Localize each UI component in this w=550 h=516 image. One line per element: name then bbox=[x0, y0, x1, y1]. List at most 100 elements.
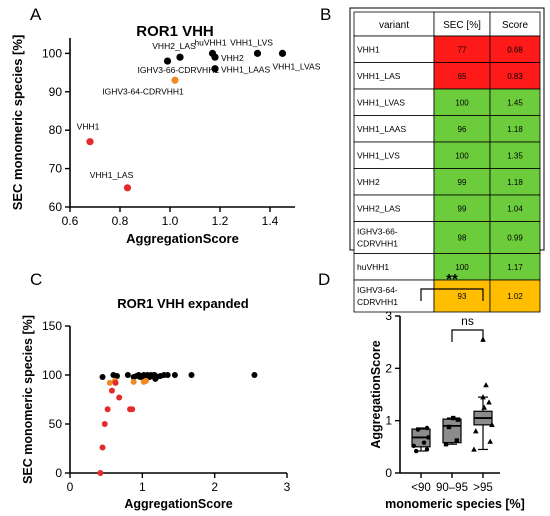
table-cell-variant bbox=[353, 62, 435, 90]
chart-a-y-axis-label: SEC monomeric species [%] bbox=[10, 35, 25, 211]
chart-a-y-tick-label: 70 bbox=[49, 162, 63, 176]
chart-a-point-label: VHH1_LAAS bbox=[221, 65, 270, 75]
chart-c-x-tick-label: 1 bbox=[139, 480, 146, 494]
table-variant-label: VHH1_LVS bbox=[357, 150, 400, 160]
panel-b-table: variant SEC [%] Score VHH1 77 0.68 VHH1_LAS 65 0… bbox=[349, 7, 545, 313]
table-score-value: 0.99 bbox=[507, 234, 523, 243]
chart-c-point-black bbox=[251, 372, 258, 378]
chart-d-y-axis-label: AggregationScore bbox=[369, 340, 383, 448]
table-variant-label: CDRVHH1 bbox=[357, 297, 398, 307]
chart-c-y-tick-label: 150 bbox=[42, 319, 62, 333]
chart-a-point-label: VHH2_LAS bbox=[152, 41, 196, 51]
chart-d-point bbox=[426, 435, 431, 440]
chart-c-point-black bbox=[164, 372, 171, 378]
table-variant-label: huVHH1 bbox=[357, 262, 389, 272]
chart-a-y-tick-label: 90 bbox=[49, 85, 63, 99]
chart-d-x-axis-label: monomeric species [%] bbox=[385, 497, 525, 511]
table-cell-score bbox=[489, 115, 541, 143]
chart-a-point-label: VHH1_LVS bbox=[230, 37, 273, 47]
chart-c-x-tick-label: 2 bbox=[211, 480, 218, 494]
chart-a-point-label: IGHV3-64-CDRVHH1 bbox=[102, 86, 184, 96]
panel-letter-b: B bbox=[320, 5, 331, 24]
chart-a-point bbox=[86, 138, 94, 146]
chart-c-y-axis-label: SEC monomeric species [%] bbox=[21, 315, 35, 484]
table-score-value: 1.45 bbox=[507, 98, 523, 107]
table-score-value: 1.18 bbox=[507, 178, 523, 187]
chart-d-y-tick-label: 2 bbox=[385, 361, 392, 375]
chart-a-x-tick-label: 1.2 bbox=[212, 214, 229, 228]
table-cell-sec bbox=[433, 194, 491, 222]
table-cell-score bbox=[489, 253, 541, 281]
table-cell-variant bbox=[353, 88, 435, 116]
panel-a-scatter: ROR1 VHH 0.6 0.8 1.0 1.2 1.4 60 70 80 90 100 Aggreg… bbox=[10, 23, 321, 246]
table-sec-value: 98 bbox=[458, 234, 467, 243]
chart-a-x-tick-label: 0.8 bbox=[112, 214, 129, 228]
chart-c-y-tick-label: 100 bbox=[42, 368, 62, 382]
table-cell-sec bbox=[433, 279, 491, 313]
chart-c-y-tick-label: 0 bbox=[55, 466, 62, 480]
table-score-value: 1.04 bbox=[507, 204, 523, 213]
table-cell-sec bbox=[433, 168, 491, 196]
chart-d-y-tick-label: 3 bbox=[385, 309, 392, 323]
table-variant-label: IGHV3-66- bbox=[357, 227, 398, 237]
panel-d-boxplot: 0 1 2 3 <90 90–95 >95 monomeric species [%] Aggr… bbox=[369, 271, 525, 511]
chart-d-point bbox=[489, 421, 495, 428]
table-header-score: Score bbox=[502, 20, 529, 31]
chart-a-point bbox=[278, 49, 287, 57]
chart-d-point bbox=[471, 446, 477, 452]
table-header-cell bbox=[489, 11, 541, 37]
chart-d-point bbox=[487, 438, 493, 444]
chart-a-point-label: VHH2 bbox=[221, 53, 244, 63]
chart-d-point bbox=[480, 394, 486, 400]
chart-c-point-orange bbox=[142, 377, 149, 384]
chart-d-significance-label: ns bbox=[461, 314, 474, 328]
table-cell-variant bbox=[353, 194, 435, 222]
chart-d-y-tick-label: 1 bbox=[385, 414, 392, 428]
table-cell-score bbox=[489, 88, 541, 116]
table-cell-score bbox=[489, 141, 541, 169]
chart-d-x-tick-label: 90–95 bbox=[436, 482, 468, 494]
chart-c-point-red bbox=[112, 379, 119, 386]
table-variant-label: VHH2_LAS bbox=[357, 203, 401, 213]
chart-a-point bbox=[171, 76, 179, 84]
chart-d-point bbox=[455, 417, 461, 422]
chart-a-title: ROR1 VHH bbox=[136, 23, 214, 40]
table-variant-label: CDRVHH1 bbox=[357, 239, 398, 249]
chart-a-y-tick-label: 80 bbox=[49, 123, 63, 137]
chart-d-point bbox=[486, 399, 492, 405]
chart-a-point-label: huVHH1 bbox=[194, 37, 226, 47]
chart-d-point bbox=[451, 415, 456, 421]
panel-letter-a: A bbox=[30, 5, 42, 24]
chart-d-point bbox=[473, 428, 479, 434]
table-cell-score bbox=[489, 35, 541, 63]
chart-c-point-black bbox=[114, 372, 121, 379]
chart-c-point-black bbox=[124, 372, 131, 378]
table-sec-value: 96 bbox=[458, 125, 467, 134]
chart-a-x-tick-label: 1.0 bbox=[162, 214, 179, 228]
table-score-value: 0.83 bbox=[507, 72, 523, 81]
table-sec-value: 99 bbox=[458, 178, 467, 187]
table-sec-value: 93 bbox=[458, 292, 467, 301]
chart-d-point bbox=[424, 425, 430, 431]
chart-a-y-tick-label: 100 bbox=[42, 46, 62, 60]
table-cell-sec bbox=[433, 62, 491, 90]
table-score-value: 1.17 bbox=[507, 263, 523, 272]
chart-a-x-tick-label: 1.4 bbox=[262, 214, 279, 228]
table-header-variant: variant bbox=[379, 20, 409, 31]
chart-d-point bbox=[411, 443, 416, 448]
chart-c-title: ROR1 VHH expanded bbox=[117, 296, 249, 311]
table-sec-value: 100 bbox=[455, 98, 469, 107]
chart-d-x-tick-label: >95 bbox=[473, 482, 493, 494]
table-variant-label: VHH2 bbox=[357, 177, 380, 187]
table-score-value: 1.18 bbox=[507, 125, 523, 134]
table-sec-value: 99 bbox=[458, 204, 467, 213]
chart-d-point bbox=[421, 440, 427, 445]
table-score-value: 1.02 bbox=[507, 292, 523, 301]
chart-d-significance-bracket bbox=[451, 329, 484, 342]
table-variant-label: IGHV3-64- bbox=[357, 285, 398, 295]
chart-c-x-axis-label: AggregationScore bbox=[124, 497, 232, 511]
chart-c-point-red bbox=[129, 406, 136, 413]
chart-a-point bbox=[208, 49, 217, 57]
chart-c-point-red bbox=[99, 444, 106, 451]
table-header-cell bbox=[433, 11, 491, 37]
